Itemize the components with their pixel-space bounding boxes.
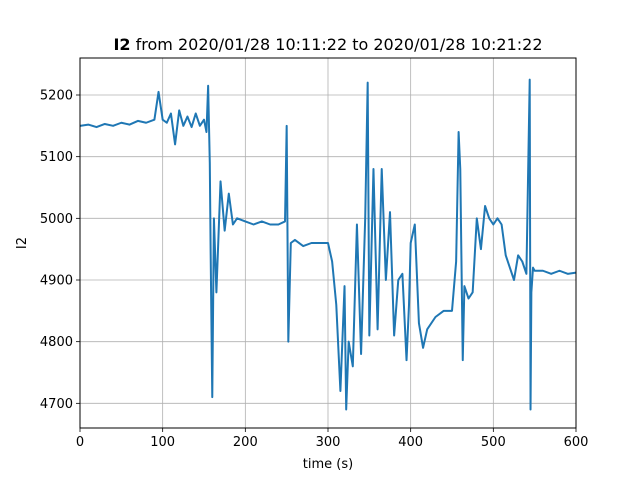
y-tick-label: 5000 <box>40 212 73 227</box>
x-tick-label: 300 <box>316 435 341 450</box>
chart-title: I2 from 2020/01/28 10:11:22 to 2020/01/2… <box>113 35 542 54</box>
x-tick-label: 500 <box>481 435 506 450</box>
y-tick-label: 4900 <box>40 274 73 289</box>
x-axis-label: time (s) <box>303 457 353 472</box>
x-tick-label: 400 <box>398 435 423 450</box>
series-layer <box>79 78 577 411</box>
y-tick-label: 5100 <box>40 150 73 165</box>
y-tick-label: 4800 <box>40 335 73 350</box>
y-axis-label: I2 <box>15 237 30 249</box>
x-tick-label: 0 <box>76 435 84 450</box>
y-axis: 4700 4800 4900 5000 5100 5200 <box>40 89 80 412</box>
x-tick-label: 100 <box>150 435 175 450</box>
x-tick-label: 200 <box>233 435 258 450</box>
x-tick-label: 600 <box>564 435 589 450</box>
chart-title-range: from 2020/01/28 10:11:22 to 2020/01/28 1… <box>131 35 543 54</box>
y-tick-label: 4700 <box>40 397 73 412</box>
chart-title-variable: I2 <box>113 35 130 54</box>
y-tick-label: 5200 <box>40 89 73 104</box>
x-axis: 0 100 200 300 400 500 600 <box>76 428 589 450</box>
series-line-i2 <box>79 78 577 411</box>
